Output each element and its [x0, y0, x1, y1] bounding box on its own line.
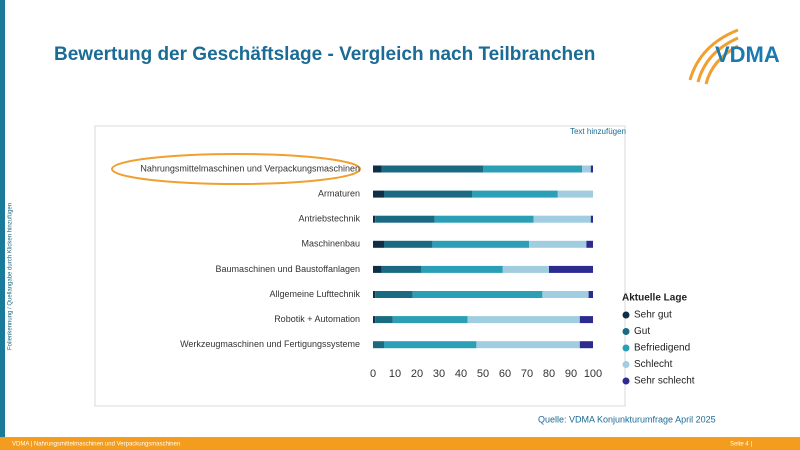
bar-segment — [373, 190, 384, 198]
side-strip — [0, 0, 5, 437]
bar-segment — [557, 190, 593, 198]
logo-text: VDMA — [715, 42, 780, 67]
x-tick-label: 60 — [499, 368, 511, 380]
legend-label: Sehr gut — [634, 310, 672, 321]
bar-segment — [421, 265, 503, 273]
logo-arc — [696, 36, 739, 83]
x-tick-label: 0 — [370, 368, 376, 380]
y-tick-label: Werkzeugmaschinen und Fertigungssysteme — [180, 339, 360, 349]
bar-segment — [590, 215, 593, 223]
bar-segment — [483, 165, 582, 173]
bar-segment — [588, 291, 593, 298]
bar-segment — [476, 341, 580, 349]
x-tick-label: 30 — [433, 368, 445, 380]
bar-segment — [472, 190, 558, 198]
bar-segment — [434, 215, 534, 223]
legend-title: Aktuelle Lage — [622, 293, 687, 304]
bar-segment — [384, 240, 433, 248]
legend-label: Schlecht — [634, 359, 673, 370]
placeholder: Text hinzufügen — [570, 127, 626, 136]
bar-segment — [373, 240, 384, 248]
bar-segment — [586, 240, 593, 248]
bar-segment — [373, 215, 376, 223]
legend-swatch — [622, 344, 630, 352]
bar-segment — [582, 165, 591, 173]
bar-segment — [373, 291, 376, 298]
legend-label: Gut — [634, 326, 650, 337]
bar-segment — [467, 316, 580, 324]
x-tick-label: 40 — [455, 368, 467, 380]
y-tick-label: Nahrungsmittelmaschinen und Verpackungsm… — [140, 163, 360, 173]
legend-swatch — [622, 328, 630, 335]
bar-segment — [502, 265, 549, 273]
y-tick-label: Robotik + Automation — [274, 314, 360, 324]
x-tick-label: 10 — [389, 368, 401, 380]
bar-segment — [432, 240, 530, 248]
legend-swatch — [622, 311, 630, 319]
x-tick-label: 90 — [565, 368, 577, 380]
legend-swatch — [622, 377, 630, 385]
bar-segment — [579, 316, 593, 324]
x-tick-label: 100 — [584, 368, 602, 380]
bar-segment — [392, 316, 468, 324]
bar-segment — [549, 265, 593, 273]
bar-segment — [373, 341, 384, 349]
bar-segment — [590, 165, 593, 173]
bar-segment — [375, 215, 435, 223]
bar-segment — [373, 316, 376, 324]
logo-arc — [688, 28, 739, 81]
legend-label: Befriedigend — [634, 343, 690, 354]
x-tick-label: 50 — [477, 368, 489, 380]
footer: VDMA | Nahrungsmittelmaschinen und Verpa… — [12, 442, 180, 448]
logo-arc — [704, 44, 739, 85]
y-tick-label: Baumaschinen und Baustoffanlagen — [216, 264, 360, 274]
bar-segment — [381, 265, 422, 273]
bar-segment — [375, 316, 393, 324]
bar-segment — [384, 190, 472, 198]
y-tick-label: Allgemeine Lufttechnik — [269, 289, 360, 299]
bar-segment — [375, 291, 413, 298]
highlight-ellipse — [111, 153, 361, 185]
x-tick-label: 80 — [543, 368, 555, 380]
legend-label: Sehr schlecht — [634, 376, 695, 387]
bar-segment — [381, 165, 483, 173]
footer-bar — [0, 437, 800, 450]
bar-segment — [373, 165, 382, 173]
bar-segment — [412, 291, 543, 298]
bar-segment — [373, 265, 382, 273]
y-tick-label: Armaturen — [318, 188, 360, 198]
x-tick-label: 20 — [411, 368, 423, 380]
side-note: Folienkennung / Quellangabe durch Klicke… — [8, 203, 14, 350]
source: Quelle: VDMA Konjunkturumfrage April 202… — [538, 414, 716, 424]
logo: VDMA — [688, 28, 780, 85]
bar-segment — [542, 291, 589, 298]
bar-segment — [533, 215, 591, 223]
legend-swatch — [622, 361, 630, 368]
page-number: Seite 4 | — [730, 442, 752, 448]
slide-title: Bewertung der Geschäftslage - Vergleich … — [54, 44, 595, 65]
bar-segment — [529, 240, 587, 248]
y-tick-label: Antriebstechnik — [298, 214, 360, 224]
chart-frame — [94, 125, 626, 407]
bar-segment — [384, 341, 477, 349]
y-tick-label: Maschinenbau — [301, 239, 360, 249]
x-tick-label: 70 — [521, 368, 533, 380]
bar-segment — [579, 341, 593, 349]
